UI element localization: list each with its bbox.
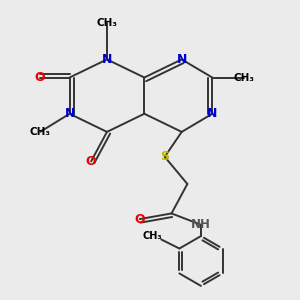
Text: O: O (86, 155, 96, 168)
Text: S: S (160, 150, 169, 163)
Text: CH₃: CH₃ (233, 73, 254, 82)
Text: N: N (176, 53, 187, 66)
Text: O: O (35, 71, 46, 84)
Text: O: O (134, 213, 145, 226)
Text: NH: NH (191, 218, 211, 231)
Text: CH₃: CH₃ (97, 18, 118, 28)
Text: N: N (64, 107, 75, 120)
Text: N: N (207, 107, 217, 120)
Text: CH₃: CH₃ (142, 231, 162, 241)
Text: CH₃: CH₃ (30, 127, 51, 137)
Text: N: N (102, 53, 112, 66)
